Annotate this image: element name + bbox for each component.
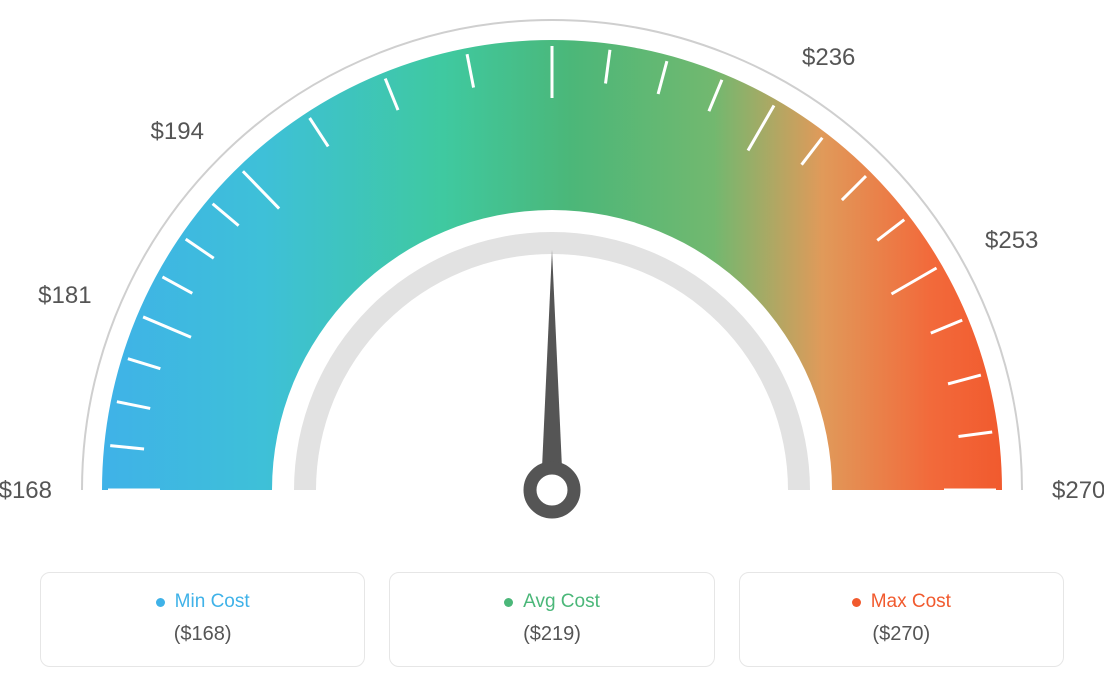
legend-value: ($168) [41,623,364,646]
svg-text:$236: $236 [802,44,855,71]
legend-row: Min Cost ($168) Avg Cost ($219) Max Cost… [0,572,1104,667]
dot-icon [504,598,513,607]
legend-value: ($219) [390,623,713,646]
svg-text:$194: $194 [151,118,204,145]
legend-title-min: Min Cost [156,591,250,613]
legend-card-avg: Avg Cost ($219) [389,572,714,667]
legend-label: Min Cost [175,591,250,613]
dot-icon [852,598,861,607]
svg-text:$168: $168 [0,477,52,504]
legend-label: Avg Cost [523,591,600,613]
legend-title-avg: Avg Cost [504,591,600,613]
legend-value: ($270) [740,623,1063,646]
legend-card-min: Min Cost ($168) [40,572,365,667]
legend-title-max: Max Cost [852,591,951,613]
gauge-svg: $168 $181 $194 $219 $236 $253 $270 [0,0,1104,560]
legend-card-max: Max Cost ($270) [739,572,1064,667]
gauge-chart: $168 $181 $194 $219 $236 $253 $270 [0,0,1104,560]
dot-icon [156,598,165,607]
svg-text:$181: $181 [38,282,91,309]
legend-label: Max Cost [871,591,951,613]
svg-text:$270: $270 [1052,477,1104,504]
svg-text:$253: $253 [985,227,1038,254]
svg-text:$219: $219 [525,0,578,4]
